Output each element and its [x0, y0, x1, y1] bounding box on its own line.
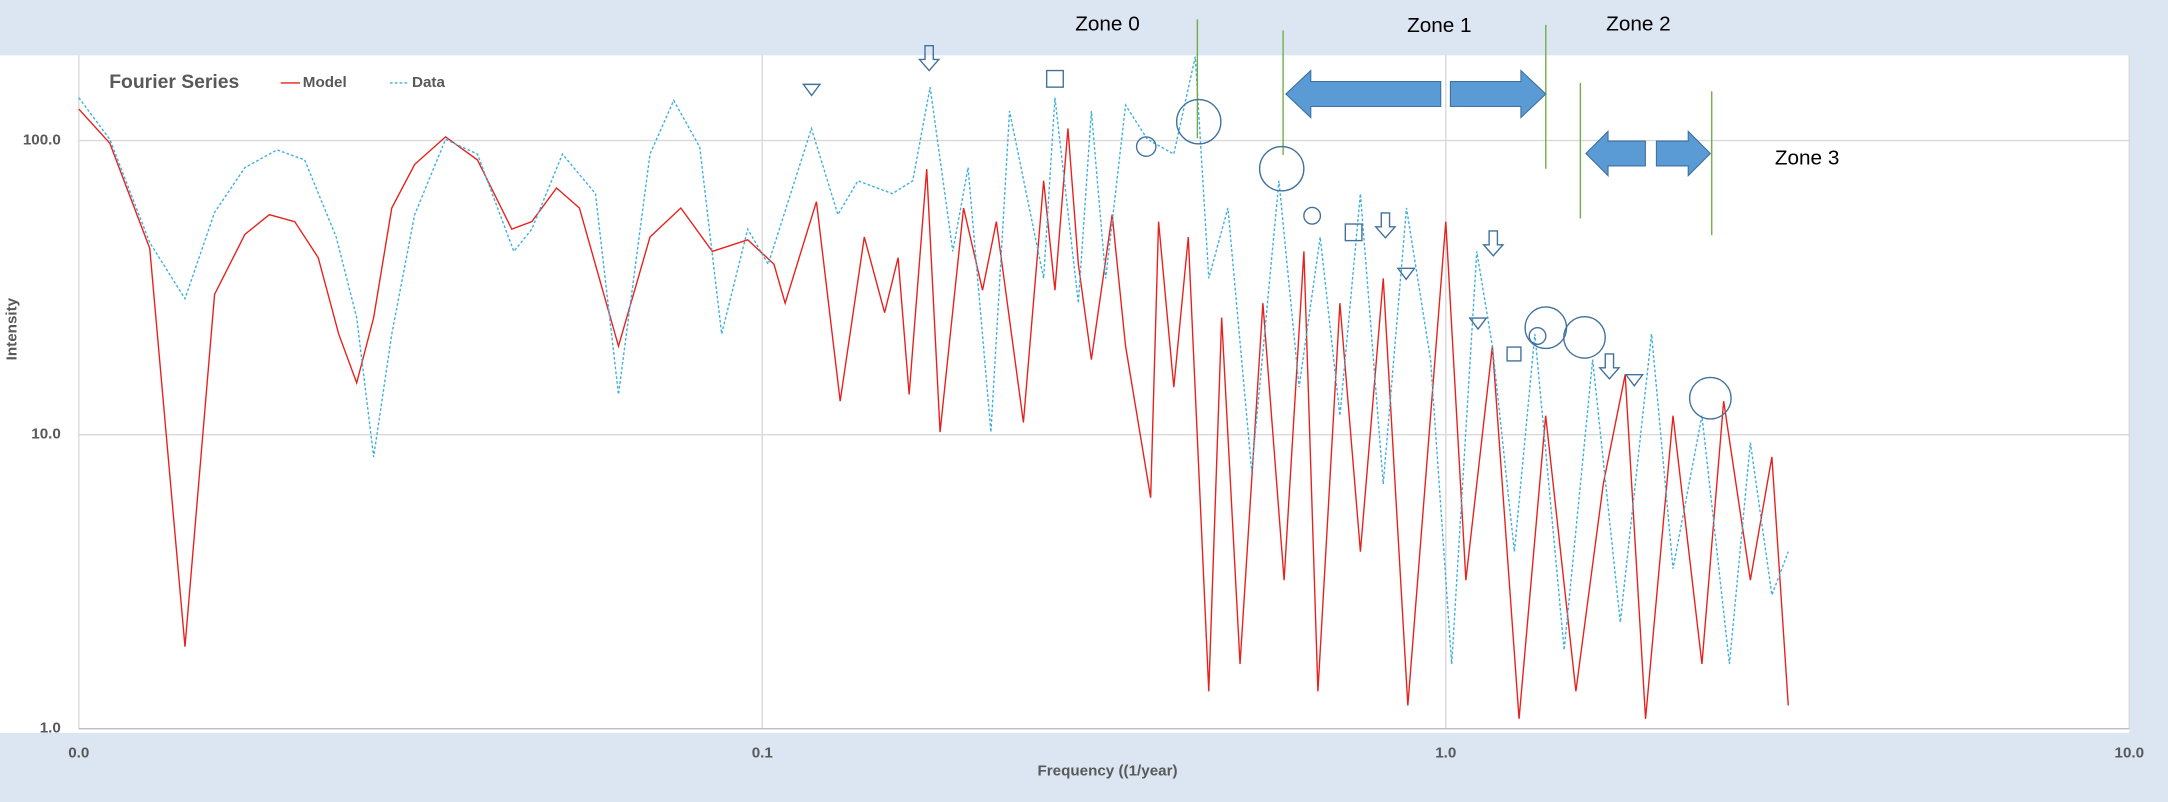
chart-title: Fourier Series — [109, 71, 239, 93]
x-tick-label: 1.0 — [1435, 745, 1456, 762]
series-line — [78, 108, 1789, 719]
circle-marker — [1175, 98, 1222, 145]
markers — [801, 44, 1732, 420]
triangle-marker — [1468, 317, 1488, 331]
circle-marker — [1563, 315, 1606, 359]
zone-arrows — [1285, 69, 1712, 177]
arrow — [1285, 69, 1442, 119]
down-arrow — [1374, 212, 1397, 239]
triangle-marker — [801, 83, 822, 97]
x-tick-label: 0.1 — [752, 745, 774, 762]
x-tick-label: 0.0 — [68, 745, 89, 762]
x-tick-label: 10.0 — [2115, 745, 2145, 762]
series-line — [78, 56, 1789, 665]
circle-marker — [1303, 206, 1322, 225]
y-tick-label: 100.0 — [23, 132, 61, 149]
arrow — [1655, 130, 1712, 177]
y-tick-label: 1.0 — [40, 720, 61, 737]
legend: Model Data — [280, 74, 446, 91]
x-axis-title: Frequency ((1/year) — [1037, 763, 1177, 780]
down-arrow — [917, 44, 941, 72]
y-axis-title: Intensity — [3, 297, 20, 360]
triangle-marker — [1624, 374, 1644, 387]
zone-label: Zone 0 — [1075, 12, 1140, 35]
down-arrow — [1598, 353, 1621, 380]
zone-label: Zone 1 — [1407, 14, 1472, 37]
square-marker — [1045, 69, 1064, 88]
axes: 0.0 0.1 1.0 10.0 1.0 10.0 100.0 — [23, 132, 2144, 762]
circle-marker — [1688, 376, 1732, 420]
arrow — [1449, 69, 1547, 119]
zone-boundaries — [1196, 19, 1713, 236]
y-tick-label: 10.0 — [31, 426, 61, 443]
series-lines — [78, 56, 1789, 719]
circle-marker — [1528, 327, 1547, 346]
square-marker — [1344, 223, 1363, 242]
zone-label: Zone 2 — [1606, 12, 1671, 35]
square-marker — [1506, 346, 1522, 362]
circle-marker — [1135, 136, 1157, 157]
legend-label: Data — [412, 74, 445, 91]
legend-label: Model — [303, 74, 347, 91]
down-arrow — [1482, 230, 1505, 257]
arrow — [1585, 130, 1646, 177]
circle-marker — [1258, 145, 1305, 192]
zone-label: Zone 3 — [1775, 147, 1840, 170]
triangle-marker — [1396, 267, 1416, 281]
